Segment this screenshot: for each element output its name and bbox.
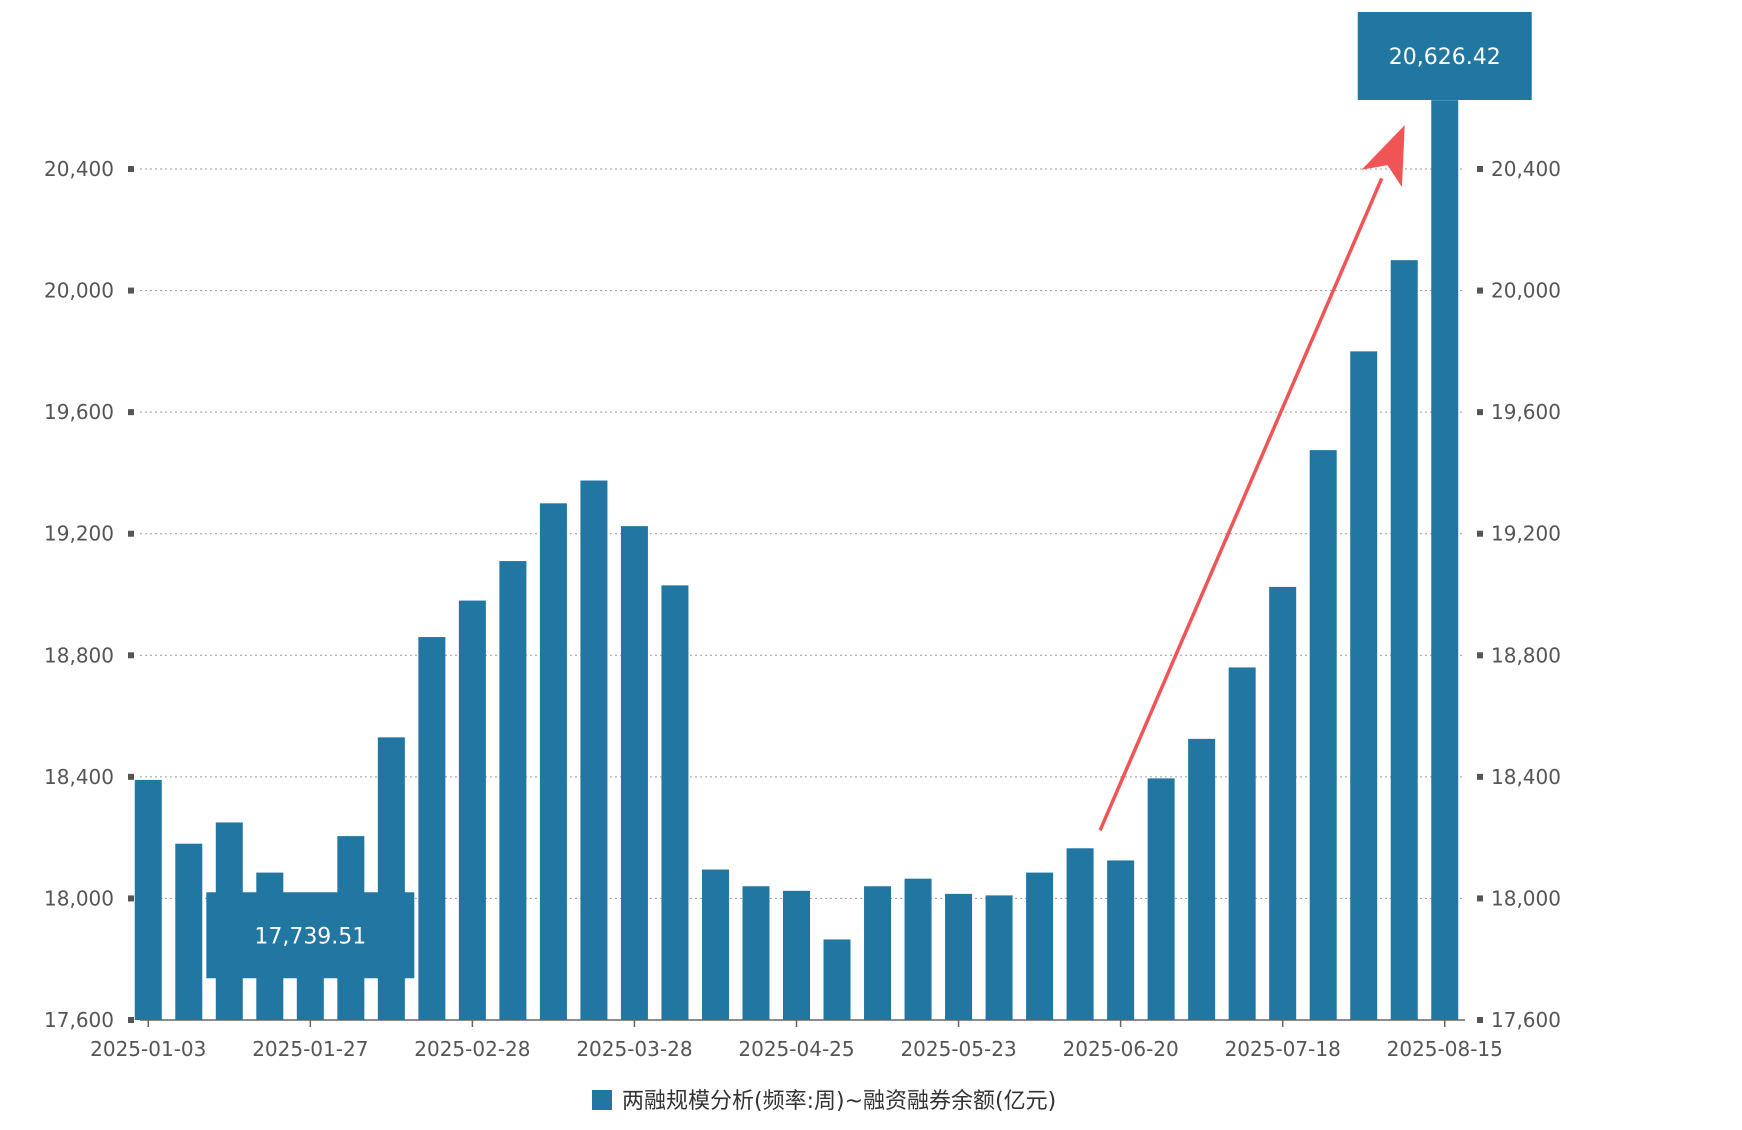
bar-series [134,100,1459,1021]
bar[interactable] [1188,738,1216,1020]
y-tick-label-left: 20,000 [44,279,114,303]
y-tick-label-right: 18,800 [1491,643,1561,667]
y-tick-label-left: 17,600 [44,1008,114,1032]
y-tick-label-left: 19,200 [44,522,114,546]
bar[interactable] [904,878,932,1020]
y-tick-label-left: 18,000 [44,886,114,910]
bar[interactable] [1107,860,1135,1020]
bar[interactable] [1350,351,1378,1020]
x-tick-label: 2025-02-28 [414,1037,530,1061]
bar[interactable] [783,890,810,1020]
x-tick-label: 2025-01-27 [252,1037,368,1061]
y-tick-mark-right [1477,895,1483,902]
bar[interactable] [580,480,608,1020]
bar[interactable] [134,779,162,1020]
y-tick-label-right: 18,000 [1491,886,1561,910]
y-tick-label-left: 19,600 [44,400,114,424]
bar[interactable] [1431,100,1459,1020]
bar[interactable] [1269,586,1297,1020]
x-tick-label: 2025-07-18 [1225,1037,1341,1061]
y-tick-mark-left [128,895,134,902]
legend[interactable]: 两融规模分析(频率:周)~融资融券余额(亿元) [592,1089,1056,1114]
y-tick-mark-right [1477,287,1483,294]
y-tick-mark-left [128,166,134,172]
bar[interactable] [175,843,203,1020]
y-tick-label-right: 20,400 [1491,157,1561,181]
bar[interactable] [539,503,567,1021]
y-tick-mark-left [128,287,134,294]
y-tick-mark-left [128,652,134,659]
y-tick-mark-right [1477,1017,1483,1023]
x-tick-label: 2025-01-03 [90,1037,206,1061]
callout-box [1357,12,1532,100]
y-tick-mark-left [128,530,134,537]
y-tick-label-right: 19,200 [1491,522,1561,546]
trend-arrow-shaft [1098,177,1384,831]
bar[interactable] [742,886,770,1020]
callout-label: 17,739.51 [254,924,366,949]
callout-box [206,892,415,979]
bar[interactable] [296,977,324,1020]
callout-label: 20,626.42 [1389,45,1501,70]
legend-label[interactable]: 两融规模分析(频率:周)~融资融券余额(亿元) [622,1089,1056,1114]
bar[interactable] [418,637,446,1020]
bar[interactable] [864,886,892,1020]
y-tick-label-right: 20,000 [1491,279,1561,303]
callouts: 17,739.51 20,626.42 [206,12,1532,979]
value-callout: 17,739.51 [206,892,415,979]
y-tick-label-right: 19,600 [1491,400,1561,424]
y-tick-label-right: 18,400 [1491,765,1561,789]
trend-arrow-head [1361,125,1405,188]
bar[interactable] [620,526,648,1020]
x-tick-label: 2025-05-23 [900,1037,1016,1061]
x-tick-label: 2025-06-20 [1063,1037,1179,1061]
x-tick-label: 2025-03-28 [576,1037,692,1061]
bar[interactable] [1066,848,1094,1020]
y-tick-label-left: 20,400 [44,157,114,181]
y-tick-label-left: 18,800 [44,643,114,667]
y-tick-mark-left [128,773,134,780]
y-tick-mark-right [1477,166,1483,172]
bar[interactable] [823,939,851,1020]
bar[interactable] [945,893,973,1020]
bar[interactable] [1026,872,1054,1020]
y-tick-mark-right [1477,530,1483,537]
x-tick-label: 2025-04-25 [738,1037,854,1061]
bar[interactable] [985,895,1013,1020]
bar[interactable] [499,561,527,1020]
y-tick-mark-right [1477,409,1483,416]
bar[interactable] [1228,667,1256,1020]
bar[interactable] [1147,778,1175,1020]
bar[interactable] [1390,260,1418,1020]
y-tick-mark-left [128,409,134,416]
y-tick-mark-right [1477,652,1483,659]
y-tick-label-right: 17,600 [1491,1008,1561,1032]
trend-arrow [1098,125,1405,831]
bar[interactable] [701,869,729,1020]
bar[interactable] [458,600,486,1020]
y-tick-mark-right [1477,773,1483,780]
grid-lines [140,168,1465,899]
bar[interactable] [661,585,689,1020]
value-callout: 20,626.42 [1357,12,1532,100]
bar[interactable] [1309,450,1337,1021]
y-tick-mark-left [128,1017,134,1023]
x-tick-label: 2025-08-15 [1387,1037,1503,1061]
axes: 17,600 17,600 18,000 18,000 18,400 18,400 18,8… [44,157,1561,1061]
y-tick-label-left: 18,400 [44,765,114,789]
legend-swatch[interactable] [592,1090,612,1110]
